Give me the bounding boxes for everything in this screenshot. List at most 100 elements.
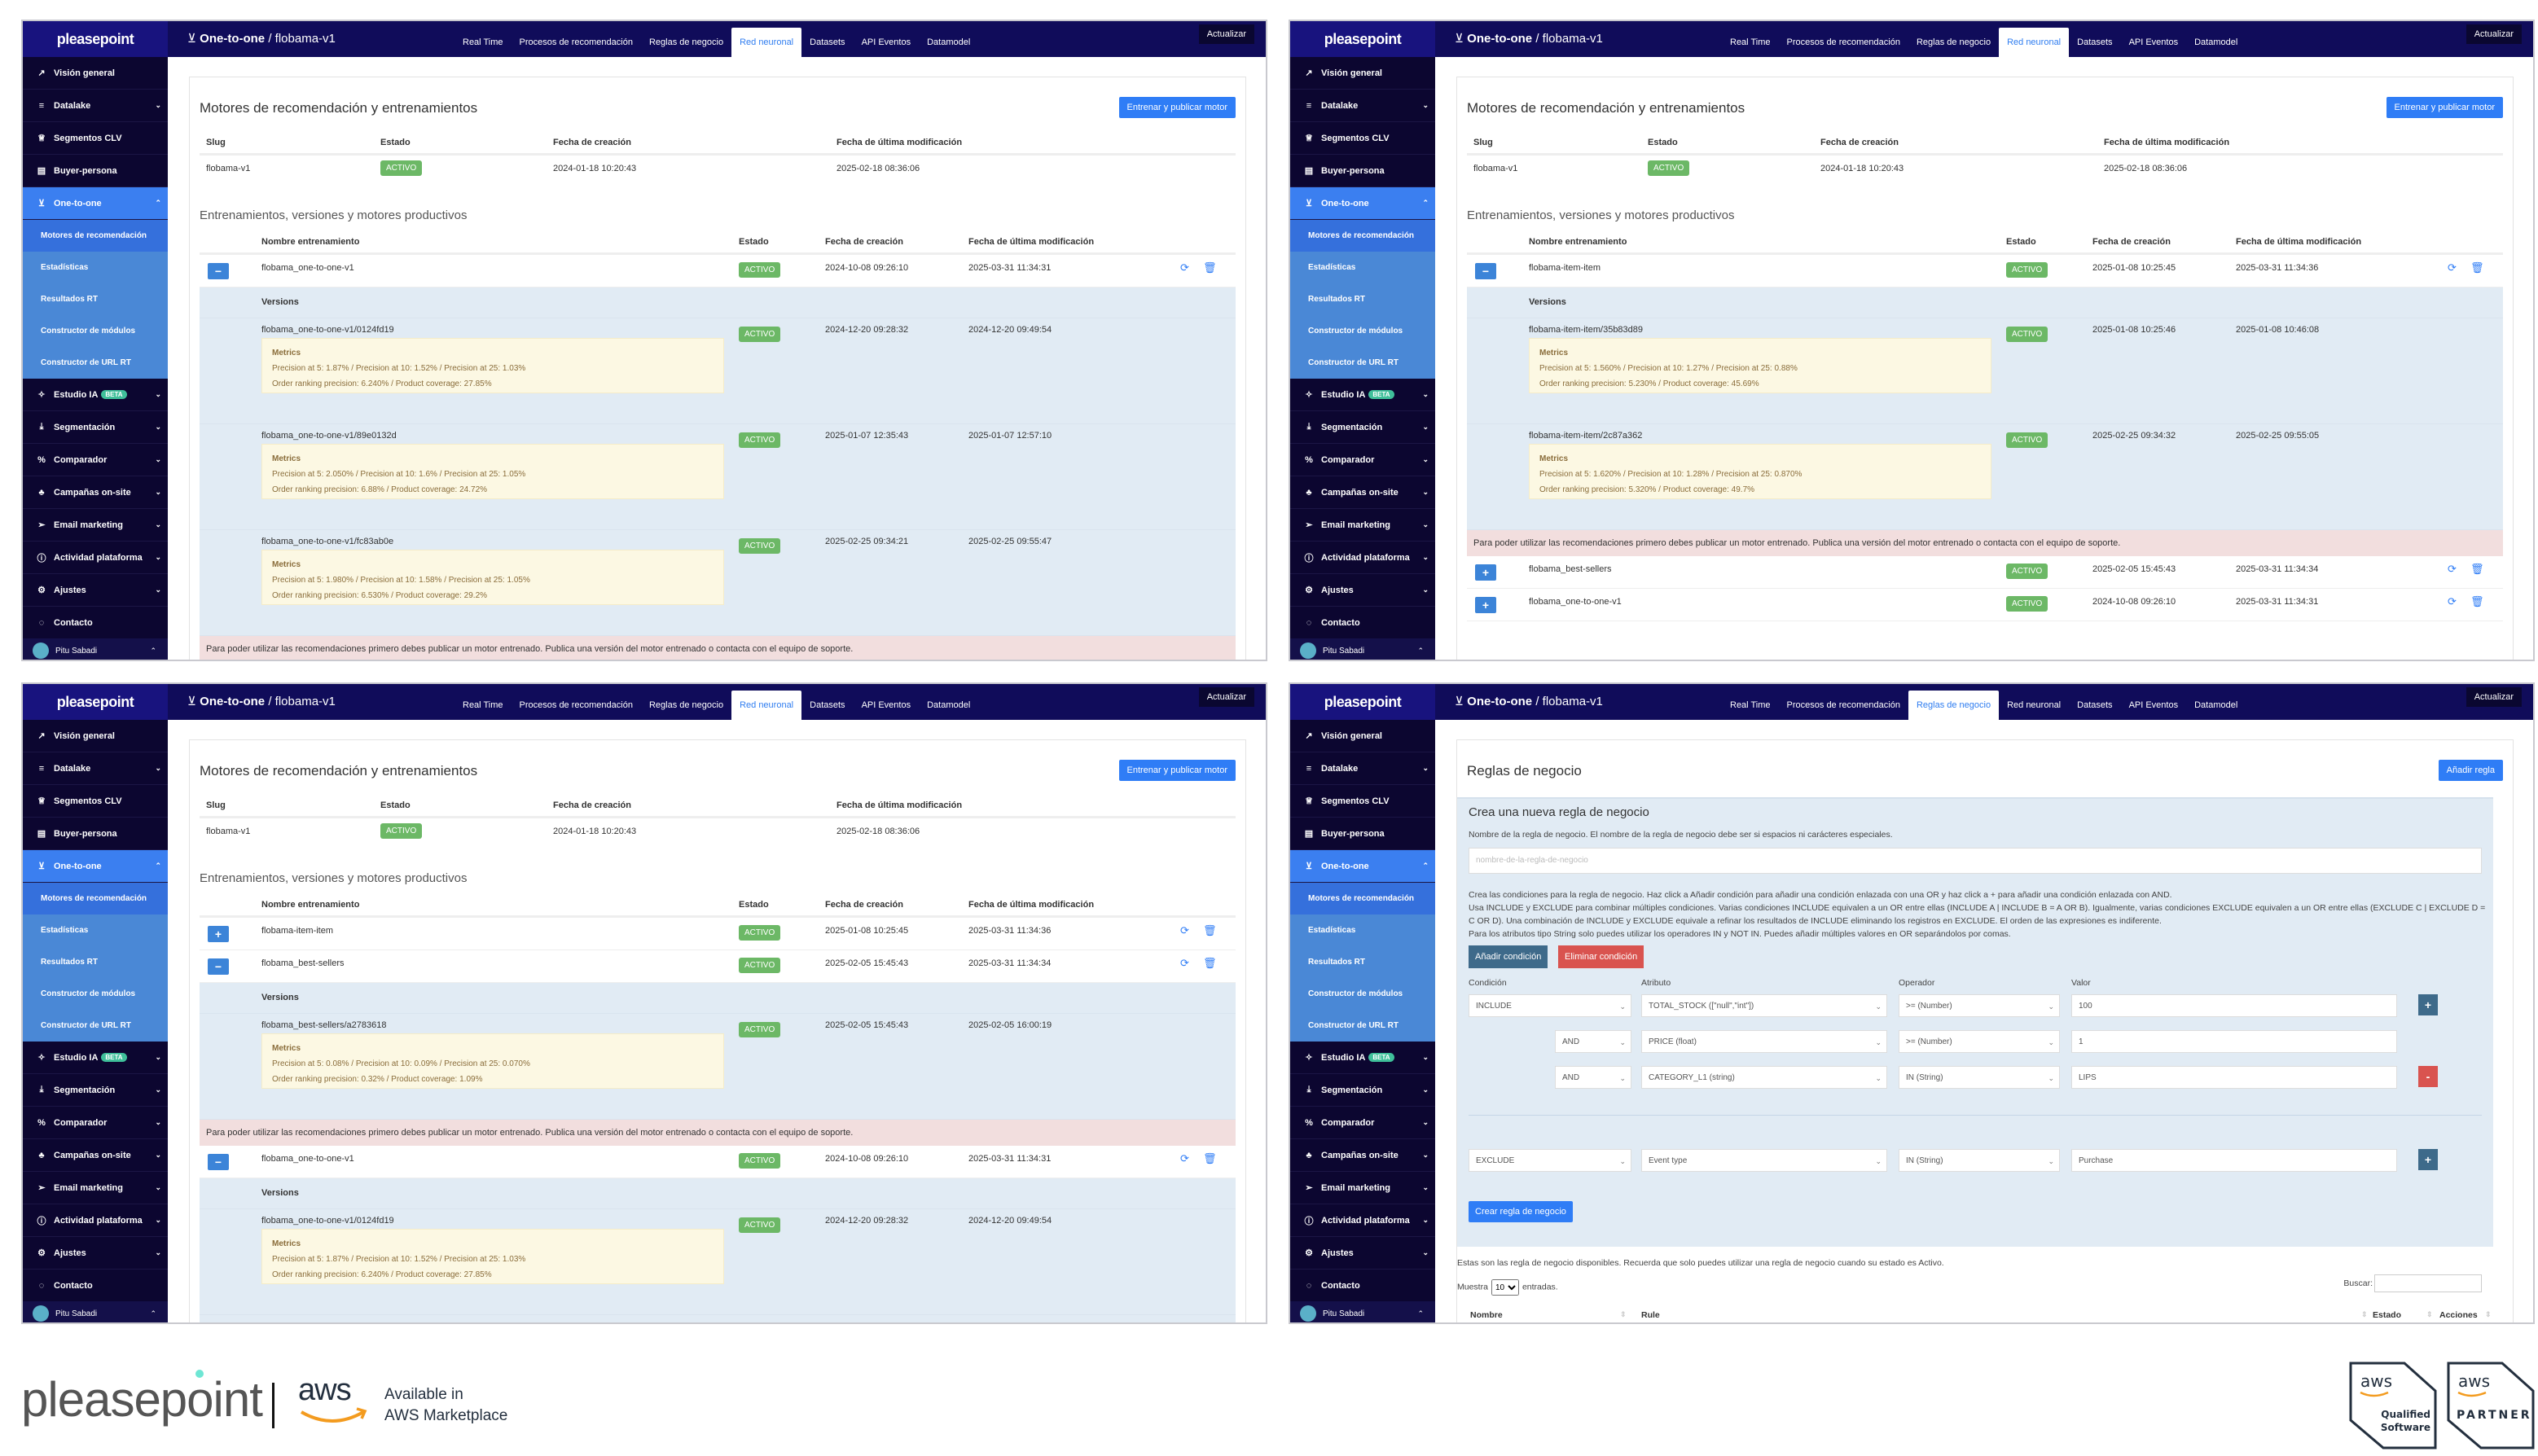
refresh-icon[interactable]: ⟳: [2448, 261, 2457, 274]
submenu-item[interactable]: Constructor de URL RT: [23, 347, 168, 379]
add-and-condition-button[interactable]: +: [2418, 994, 2438, 1015]
train-publish-button[interactable]: Entrenar y publicar motor: [1118, 760, 1236, 781]
sidebar-item[interactable]: ▤ Buyer-persona: [23, 155, 168, 187]
refresh-button[interactable]: Actualizar: [1198, 687, 1254, 707]
condition-select[interactable]: EXCLUDE ⌄: [1469, 1149, 1631, 1172]
sidebar-item[interactable]: ▤ Buyer-persona: [23, 818, 168, 850]
tab-procesos-de-recomendaci-n[interactable]: Procesos de recomendación: [519, 700, 633, 710]
expand-button[interactable]: +: [208, 926, 229, 942]
submenu-item[interactable]: Motores de recomendación: [1290, 220, 1435, 252]
tab-real-time[interactable]: Real Time: [463, 700, 503, 710]
tab-api-eventos[interactable]: API Eventos: [2128, 37, 2179, 47]
trash-icon[interactable]: 🗑︎: [1203, 957, 1217, 969]
sort-icon[interactable]: ⇕: [1620, 1310, 1627, 1318]
submenu-item[interactable]: Resultados RT: [23, 283, 168, 315]
sidebar-item[interactable]: ≡ Datalake ⌄: [1290, 752, 1435, 785]
sidebar-item[interactable]: % Comparador ⌄: [23, 444, 168, 476]
add-condition-button[interactable]: Añadir condición: [1469, 945, 1548, 968]
submenu-item[interactable]: Resultados RT: [23, 946, 168, 978]
tab-red-neuronal[interactable]: Red neuronal: [731, 28, 802, 57]
engine-slug[interactable]: flobama-v1: [1473, 164, 1518, 173]
column-header[interactable]: Estado: [2373, 1310, 2402, 1320]
rule-name-input[interactable]: nombre-de-la-regla-de-negocio: [1469, 848, 2482, 874]
tab-procesos-de-recomendaci-n[interactable]: Procesos de recomendación: [519, 37, 633, 47]
sidebar-item[interactable]: ➢ Email marketing ⌄: [23, 1172, 168, 1204]
sidebar-item[interactable]: ◌ Contacto: [23, 607, 168, 639]
refresh-icon[interactable]: ⟳: [2448, 595, 2457, 607]
column-header[interactable]: Nombre: [1470, 1310, 1503, 1320]
operator-select[interactable]: IN (String) ⌄: [1899, 1149, 2060, 1172]
brand-logo[interactable]: pleasepoint: [1290, 684, 1435, 720]
sort-icon[interactable]: ⇕: [2361, 1310, 2368, 1318]
user-menu[interactable]: Pitu Sabadi ⌃: [23, 638, 168, 660]
sidebar-item[interactable]: ▤ Buyer-persona: [1290, 155, 1435, 187]
train-publish-button[interactable]: Entrenar y publicar motor: [2386, 97, 2503, 118]
expand-button[interactable]: +: [1475, 597, 1496, 613]
trash-icon[interactable]: 🗑︎: [1203, 1152, 1217, 1164]
tab-red-neuronal[interactable]: Red neuronal: [2007, 700, 2062, 710]
tab-real-time[interactable]: Real Time: [1730, 700, 1771, 710]
submenu-item[interactable]: Constructor de URL RT: [1290, 1010, 1435, 1042]
refresh-icon[interactable]: ⟳: [2448, 563, 2457, 575]
collapse-button[interactable]: −: [1475, 263, 1496, 279]
collapse-button[interactable]: −: [208, 263, 229, 279]
submenu-item[interactable]: Motores de recomendación: [23, 220, 168, 252]
operator-select[interactable]: >= (Number) ⌄: [1899, 1030, 2060, 1053]
submenu-item[interactable]: Constructor de módulos: [23, 978, 168, 1010]
sidebar-item[interactable]: ⊻ One-to-one ⌃: [1290, 850, 1435, 883]
tab-procesos-de-recomendaci-n[interactable]: Procesos de recomendación: [1786, 700, 1900, 710]
tab-api-eventos[interactable]: API Eventos: [861, 37, 911, 47]
sidebar-item[interactable]: % Comparador ⌄: [1290, 1107, 1435, 1139]
refresh-icon[interactable]: ⟳: [1180, 957, 1189, 969]
submenu-item[interactable]: Motores de recomendación: [1290, 883, 1435, 914]
sidebar-item[interactable]: ⓘ Actividad plataforma ⌄: [1290, 1204, 1435, 1237]
condition-select[interactable]: INCLUDE ⌄: [1469, 994, 1631, 1017]
sidebar-item[interactable]: ◌ Contacto: [1290, 1270, 1435, 1302]
submenu-item[interactable]: Estadísticas: [23, 252, 168, 283]
create-rule-button[interactable]: Crear regla de negocio: [1469, 1201, 1573, 1222]
sort-icon[interactable]: ⇕: [2426, 1310, 2433, 1318]
tab-red-neuronal[interactable]: Red neuronal: [731, 691, 802, 720]
tab-api-eventos[interactable]: API Eventos: [861, 700, 911, 710]
submenu-item[interactable]: Estadísticas: [1290, 252, 1435, 283]
sidebar-item[interactable]: ⚙ Ajustes ⌄: [23, 574, 168, 607]
sidebar-item[interactable]: ⚙ Ajustes ⌄: [1290, 1237, 1435, 1270]
tab-reglas-de-negocio[interactable]: Reglas de negocio: [648, 700, 724, 710]
tab-datamodel[interactable]: Datamodel: [927, 37, 971, 47]
brand-logo[interactable]: pleasepoint: [23, 21, 168, 57]
trash-icon[interactable]: 🗑︎: [1203, 261, 1217, 274]
collapse-button[interactable]: −: [208, 1154, 229, 1170]
sidebar-item[interactable]: ▤ Buyer-persona: [1290, 818, 1435, 850]
trash-icon[interactable]: 🗑︎: [2470, 595, 2484, 607]
user-menu[interactable]: Pitu Sabadi ⌃: [23, 1301, 168, 1322]
condition-select[interactable]: AND ⌄: [1555, 1066, 1631, 1089]
sidebar-item[interactable]: ✧ Estudio IA BETA ⌄: [1290, 379, 1435, 411]
train-publish-button[interactable]: Entrenar y publicar motor: [1118, 97, 1236, 118]
sidebar-item[interactable]: % Comparador ⌄: [1290, 444, 1435, 476]
sidebar-item[interactable]: ⓘ Actividad plataforma ⌄: [23, 542, 168, 574]
sidebar-item[interactable]: ◌ Contacto: [23, 1270, 168, 1302]
submenu-item[interactable]: Estadísticas: [1290, 914, 1435, 946]
sidebar-item[interactable]: ♕ Segmentos CLV: [23, 122, 168, 155]
tab-real-time[interactable]: Real Time: [463, 37, 503, 47]
sidebar-item[interactable]: ♣ Campañas on-site ⌄: [23, 1139, 168, 1172]
tab-datasets[interactable]: Datasets: [810, 37, 845, 47]
engine-slug[interactable]: flobama-v1: [206, 827, 251, 836]
column-header[interactable]: Rule: [1641, 1310, 1660, 1320]
submenu-item[interactable]: Resultados RT: [1290, 946, 1435, 978]
sidebar-item[interactable]: ⊻ One-to-one ⌃: [23, 850, 168, 883]
refresh-button[interactable]: Actualizar: [2466, 24, 2522, 44]
add-rule-button[interactable]: Añadir regla: [2438, 760, 2503, 781]
add-and-condition-button[interactable]: +: [2418, 1149, 2438, 1170]
sort-icon[interactable]: ⇕: [2485, 1310, 2492, 1318]
breadcrumb-section[interactable]: One-to-one: [1467, 32, 1533, 46]
tab-datasets[interactable]: Datasets: [2077, 700, 2113, 710]
remove-condition-button[interactable]: Eliminar condición: [1558, 945, 1644, 968]
engine-slug[interactable]: flobama-v1: [206, 164, 251, 173]
tab-datamodel[interactable]: Datamodel: [927, 700, 971, 710]
refresh-icon[interactable]: ⟳: [1180, 261, 1189, 274]
submenu-item[interactable]: Constructor de módulos: [1290, 978, 1435, 1010]
user-menu[interactable]: Pitu Sabadi ⌃: [1290, 1301, 1435, 1322]
tab-datasets[interactable]: Datasets: [810, 700, 845, 710]
trash-icon[interactable]: 🗑︎: [2470, 261, 2484, 274]
